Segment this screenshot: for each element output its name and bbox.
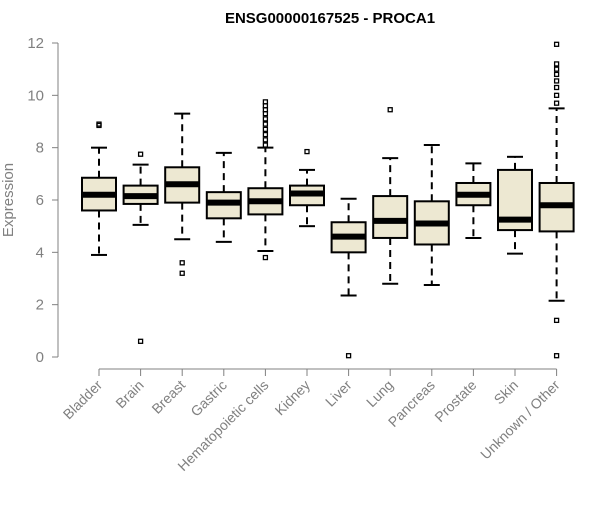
- outlier-point: [553, 41, 560, 47]
- x-tick-label: Unknown / Other: [477, 377, 563, 463]
- outlier-point: [553, 61, 560, 67]
- y-tick-label: 0: [36, 349, 44, 366]
- outlier-point: [262, 116, 269, 122]
- x-tick-label: Lung: [363, 377, 396, 410]
- outlier-point: [304, 148, 310, 155]
- x-tick-label: Kidney: [272, 377, 314, 419]
- box-group: [372, 107, 409, 285]
- box-group: [538, 41, 575, 359]
- outlier-point: [553, 78, 560, 84]
- outlier-point: [553, 84, 560, 91]
- outlier-point: [179, 260, 185, 266]
- x-tick-label: Skin: [491, 377, 522, 408]
- outlier-point: [553, 317, 560, 324]
- box-group: [497, 155, 533, 255]
- outlier-point: [262, 254, 269, 261]
- y-tick-label: 12: [27, 35, 44, 52]
- outlier-point: [137, 338, 144, 344]
- outlier-point: [262, 137, 269, 143]
- box-iqr: [372, 195, 409, 239]
- plot-area: [81, 41, 575, 359]
- outlier-point: [553, 71, 560, 78]
- box-group: [122, 151, 159, 344]
- box-group: [205, 151, 242, 243]
- y-tick-label: 4: [36, 244, 44, 261]
- outlier-point: [179, 270, 185, 276]
- outlier-point: [262, 99, 269, 105]
- box-group: [455, 162, 492, 239]
- y-tick-label: 8: [36, 140, 44, 157]
- outlier-point: [262, 131, 269, 138]
- x-tick-label: Breast: [148, 377, 188, 417]
- outlier-point: [553, 92, 560, 98]
- x-tick-label: Prostate: [431, 377, 479, 425]
- box-group: [330, 197, 367, 359]
- outlier-point: [262, 126, 269, 132]
- outlier-point: [96, 121, 102, 127]
- x-tick-label: Liver: [322, 377, 355, 410]
- outlier-point: [553, 66, 560, 72]
- box-group: [81, 121, 117, 256]
- outlier-point: [345, 353, 352, 359]
- outlier-point: [553, 100, 560, 106]
- chart-title: ENSG00000167525 - PROCA1: [225, 10, 435, 27]
- y-axis-label: Expression: [0, 163, 17, 237]
- box-group: [413, 144, 450, 287]
- outlier-point: [262, 121, 269, 127]
- y-tick-label: 10: [27, 87, 44, 104]
- y-tick-label: 6: [36, 192, 44, 209]
- y-tick-label: 2: [36, 297, 44, 314]
- box-group: [289, 148, 325, 228]
- outlier-point: [553, 353, 560, 359]
- outlier-point: [137, 151, 144, 157]
- x-tick-label: Brain: [112, 377, 146, 411]
- x-tick-label: Bladder: [60, 377, 106, 423]
- box-group: [164, 112, 201, 276]
- outlier-point: [262, 142, 269, 148]
- box-group: [247, 99, 284, 261]
- outlier-point: [387, 107, 393, 113]
